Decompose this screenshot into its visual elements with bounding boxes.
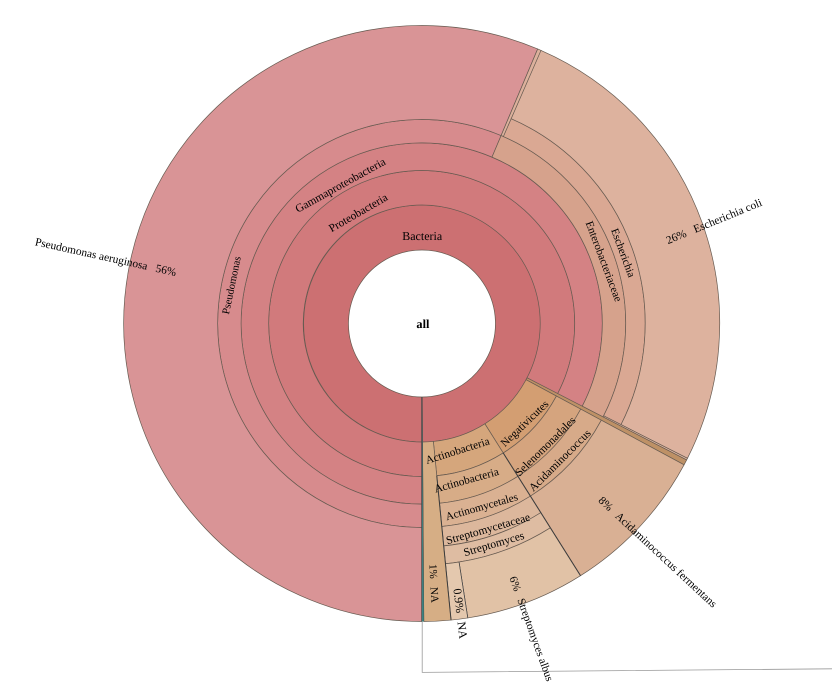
svg-text:Bacteria: Bacteria	[402, 229, 443, 243]
svg-text:1% NA: 1% NA	[426, 564, 440, 603]
svg-text:all: all	[416, 317, 430, 331]
svg-text:0.9% NA: 0.9% NA	[450, 588, 470, 640]
